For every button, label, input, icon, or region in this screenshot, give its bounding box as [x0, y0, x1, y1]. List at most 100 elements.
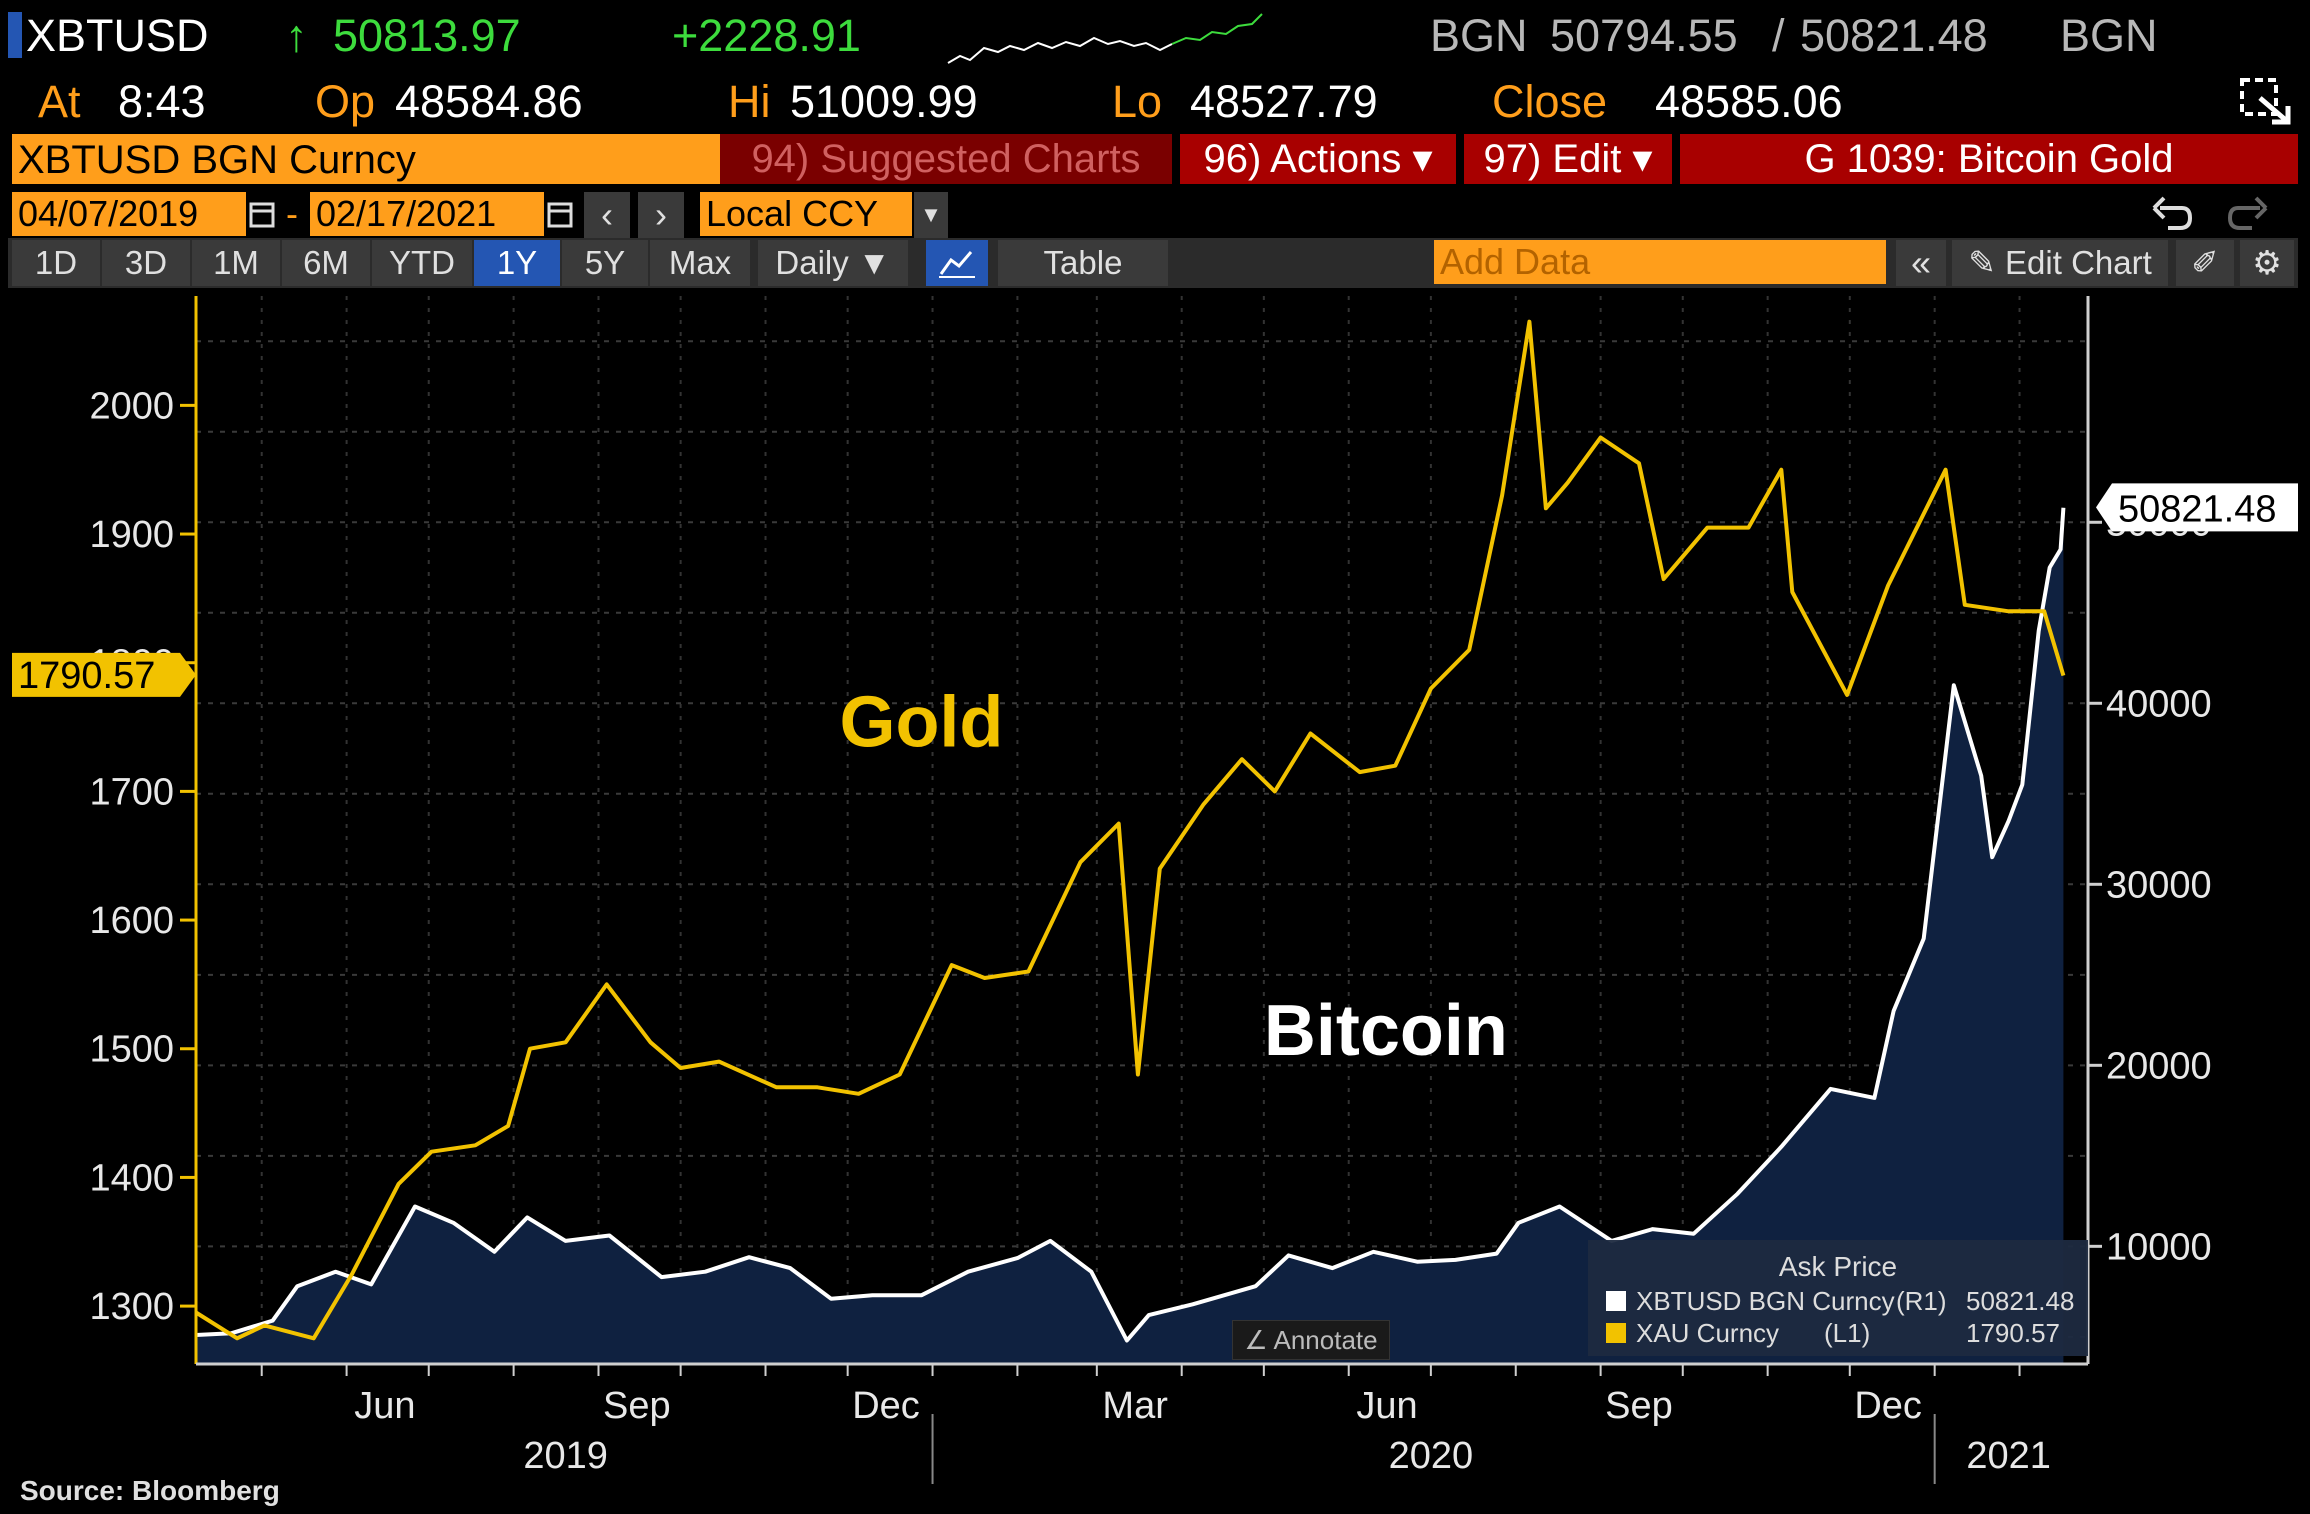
- pencil-icon: ✎: [1968, 244, 1996, 281]
- price-change: +2228.91: [672, 10, 861, 61]
- up-arrow-icon: ↑: [285, 10, 308, 61]
- high-price: 51009.99: [790, 76, 978, 127]
- left-axis-tick-label: 1900: [89, 514, 174, 556]
- low-label: Lo: [1112, 76, 1163, 127]
- intraday-sparkline: [947, 13, 1263, 64]
- right-axis-tick-label: 20000: [2106, 1045, 2212, 1087]
- gold-last-value-tag: [12, 652, 196, 697]
- right-axis-tick-label: 30000: [2106, 864, 2212, 906]
- bitcoin-last-value-label: 50821.48: [2118, 488, 2277, 530]
- currency-select[interactable]: Local CCY: [700, 192, 912, 236]
- dropdown-arrow-icon[interactable]: ▼: [914, 192, 948, 238]
- frequency-select[interactable]: Daily ▼: [758, 240, 908, 286]
- bitcoin-annotation: Bitcoin: [1264, 991, 1508, 1071]
- calendar-icon[interactable]: [248, 198, 276, 230]
- x-axis-year-label: 2019: [523, 1435, 608, 1477]
- bitcoin-line: [195, 507, 2066, 1343]
- bitcoin-last-value-tag: [2096, 483, 2298, 532]
- legend-value-bitcoin: 50821.48: [1966, 1286, 2075, 1316]
- period-tab-1y[interactable]: 1Y: [474, 240, 560, 286]
- left-axis-tick-label: 1400: [89, 1157, 174, 1199]
- chevron-left-icon[interactable]: ‹: [584, 192, 630, 238]
- ask-price: 50821.48: [1800, 10, 1988, 61]
- x-axis-tick-label: Sep: [603, 1385, 671, 1427]
- time-label: At: [38, 76, 81, 127]
- date-from-field[interactable]: 04/07/2019: [12, 192, 246, 236]
- period-tab-ytd[interactable]: YTD: [372, 240, 472, 286]
- x-axis-year-label: 2021: [1966, 1435, 2051, 1477]
- x-axis-tick-label: Dec: [852, 1385, 920, 1427]
- x-axis-tick-label: Sep: [1605, 1385, 1673, 1427]
- period-tab-6m[interactable]: 6M: [282, 240, 370, 286]
- open-price: 48584.86: [395, 76, 583, 127]
- suggested-charts-menu[interactable]: 94) Suggested Charts: [720, 134, 1172, 184]
- legend-title: Ask Price: [1778, 1251, 1898, 1282]
- edit-menu[interactable]: 97) Edit ▾: [1464, 134, 1672, 184]
- period-tab-5y[interactable]: 5Y: [562, 240, 648, 286]
- security-field[interactable]: XBTUSD BGN Curncy: [12, 134, 720, 184]
- edit-chart-button[interactable]: ✎ Edit Chart: [1952, 240, 2168, 286]
- redo-icon[interactable]: [2226, 194, 2270, 234]
- x-axis-year-label: 2020: [1389, 1435, 1474, 1477]
- gold-last-value-label: 1790.57: [18, 655, 155, 697]
- table-button[interactable]: Table: [998, 240, 1168, 286]
- left-axis-tick-label: 2000: [89, 385, 174, 427]
- legend-axis-bitcoin: (R1): [1896, 1286, 1947, 1316]
- expand-icon[interactable]: [2238, 76, 2294, 126]
- edit-chart-label: Edit Chart: [2005, 244, 2152, 281]
- last-price: 50813.97: [333, 10, 521, 61]
- gold-line: [194, 319, 2066, 1341]
- ticker-marker: [8, 12, 22, 58]
- source-footnote: Source: Bloomberg: [20, 1475, 280, 1506]
- date-to-field[interactable]: 02/17/2021: [310, 192, 544, 236]
- legend-name-bitcoin: XBTUSD BGN Curncy: [1636, 1286, 1895, 1316]
- close-label: Close: [1492, 76, 1608, 127]
- calendar-icon[interactable]: [546, 198, 574, 230]
- annotate-label: Annotate: [1273, 1325, 1378, 1355]
- ask-source: BGN: [2060, 10, 2158, 61]
- function-title: G 1039: Bitcoin Gold: [1680, 134, 2298, 184]
- legend-name-gold: XAU Curncy: [1636, 1318, 1780, 1348]
- right-axis-tick-label: 10000: [2106, 1226, 2212, 1268]
- quote-time: 8:43: [118, 76, 206, 127]
- actions-menu[interactable]: 96) Actions ▾: [1180, 134, 1456, 184]
- open-label: Op: [315, 76, 376, 127]
- period-tab-1d[interactable]: 1D: [12, 240, 100, 286]
- annotate-button[interactable]: ∠ Annotate: [1232, 1320, 1390, 1360]
- left-axis-tick-label: 1500: [89, 1029, 174, 1071]
- legend-axis-gold: (L1): [1824, 1318, 1871, 1348]
- legend-swatch-gold: [1606, 1323, 1626, 1343]
- gold-annotation: Gold: [839, 682, 1003, 762]
- left-axis-tick-label: 1700: [89, 771, 174, 813]
- left-axis-tick-label: 1300: [89, 1286, 174, 1328]
- annotate-icon: ∠: [1244, 1325, 1268, 1355]
- chart-legend: [1588, 1240, 2088, 1356]
- line-chart-icon[interactable]: [926, 240, 988, 286]
- add-data-input[interactable]: Add Data: [1434, 240, 1886, 284]
- bid-price: 50794.55: [1550, 10, 1738, 61]
- bid-source: BGN: [1430, 10, 1528, 61]
- gear-icon[interactable]: ⚙: [2240, 240, 2294, 286]
- left-axis-tick-label: 1600: [89, 900, 174, 942]
- x-axis-tick-label: Jun: [354, 1385, 415, 1427]
- x-axis-tick-label: Dec: [1854, 1385, 1922, 1427]
- chart-settings-icon[interactable]: ✐: [2176, 240, 2234, 286]
- double-chevron-left-icon[interactable]: «: [1896, 240, 1946, 286]
- bitcoin-area: [196, 507, 2064, 1364]
- period-tab-1m[interactable]: 1M: [192, 240, 280, 286]
- right-axis-tick-label: 40000: [2106, 683, 2212, 725]
- ticker-symbol: XBTUSD: [26, 10, 209, 61]
- period-tab-max[interactable]: Max: [650, 240, 750, 286]
- x-axis-tick-label: Jun: [1356, 1385, 1417, 1427]
- legend-swatch-bitcoin: [1606, 1291, 1626, 1311]
- legend-value-gold: 1790.57: [1966, 1318, 2060, 1348]
- chevron-right-icon[interactable]: ›: [638, 192, 684, 238]
- low-price: 48527.79: [1190, 76, 1378, 127]
- high-label: Hi: [728, 76, 771, 127]
- date-range-dash: -: [286, 193, 298, 234]
- x-axis-tick-label: Mar: [1102, 1385, 1168, 1427]
- undo-icon[interactable]: [2150, 194, 2194, 234]
- close-price: 48585.06: [1655, 76, 1843, 127]
- bid-ask-separator: /: [1772, 10, 1785, 61]
- period-tab-3d[interactable]: 3D: [102, 240, 190, 286]
